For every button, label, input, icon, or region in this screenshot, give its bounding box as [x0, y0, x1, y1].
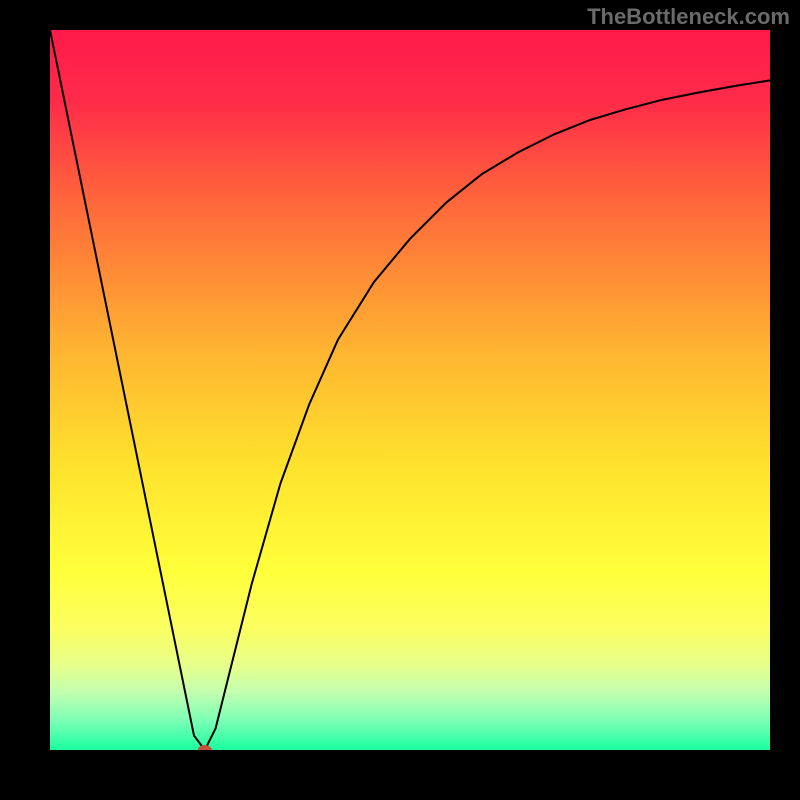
- chart-container: TheBottleneck.com: [0, 0, 800, 800]
- frame-bottom: [0, 750, 800, 800]
- frame-left: [0, 0, 50, 800]
- frame-right: [770, 0, 800, 800]
- watermark-text: TheBottleneck.com: [587, 4, 790, 30]
- chart-canvas: [0, 0, 800, 800]
- plot-background: [50, 30, 770, 750]
